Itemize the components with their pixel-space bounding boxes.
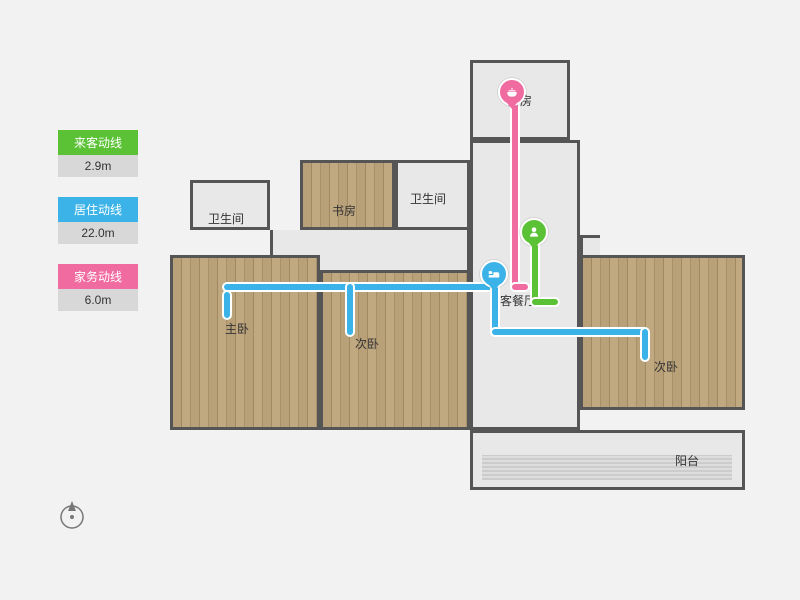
legend-label: 来客动线: [58, 130, 138, 155]
pin-sleep: [480, 260, 508, 288]
paths: [170, 60, 770, 520]
path-blue: [222, 290, 232, 320]
path-blue: [345, 282, 355, 337]
legend-item-living: 居住动线 22.0m: [58, 197, 138, 244]
path-green: [530, 297, 560, 307]
legend-label: 家务动线: [58, 264, 138, 289]
pot-icon: [505, 85, 519, 99]
legend-label: 居住动线: [58, 197, 138, 222]
path-blue: [490, 327, 648, 337]
legend: 来客动线 2.9m 居住动线 22.0m 家务动线 6.0m: [58, 130, 138, 331]
bed-icon: [487, 267, 501, 281]
person-icon: [527, 225, 541, 239]
path-blue: [222, 282, 500, 292]
path-pink: [510, 282, 530, 292]
path-blue: [640, 327, 650, 362]
compass-icon: [56, 498, 88, 530]
pin-guest: [520, 218, 548, 246]
pin-housework: [498, 78, 526, 106]
legend-item-housework: 家务动线 6.0m: [58, 264, 138, 311]
legend-value: 6.0m: [58, 289, 138, 311]
path-pink: [510, 97, 520, 290]
floorplan: 厨房 书房 卫生间 卫生间 客餐厅 主卧 次卧 次卧 阳台: [170, 60, 770, 520]
legend-value: 22.0m: [58, 222, 138, 244]
legend-value: 2.9m: [58, 155, 138, 177]
legend-item-guest: 来客动线 2.9m: [58, 130, 138, 177]
